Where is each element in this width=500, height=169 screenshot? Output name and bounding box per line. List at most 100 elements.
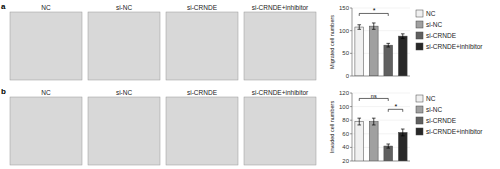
significance: ns: [359, 93, 388, 101]
tick-label: 20: [342, 158, 349, 164]
legend-swatch: [416, 43, 423, 50]
error-cap: [401, 33, 405, 34]
image-title: NC: [41, 89, 51, 96]
tick-label: 50: [342, 50, 349, 56]
image-title: NC: [41, 4, 51, 11]
error-cap: [357, 118, 361, 119]
error-cap: [401, 129, 405, 130]
error-stem: [388, 144, 389, 148]
error-cap: [372, 22, 376, 23]
error-bar: [401, 129, 405, 136]
tick-label: 60: [342, 131, 349, 137]
legend-swatch: [416, 21, 423, 28]
x-axis-line: [352, 76, 410, 77]
bar: [369, 122, 378, 161]
legend-swatch: [416, 106, 423, 113]
error-bar: [357, 25, 361, 30]
image-title: si-CRNDE+inhibitor: [252, 4, 309, 11]
bar: [384, 146, 393, 161]
panel-letter: b: [1, 87, 6, 96]
bar: [355, 27, 364, 76]
significance: *: [359, 7, 388, 16]
legend-swatch: [416, 10, 423, 17]
error-stem: [402, 129, 403, 136]
y-axis-label: Migrated cell numbers: [329, 15, 335, 69]
grid-line: [352, 93, 410, 94]
image-title: si-CRNDE: [187, 4, 218, 11]
image-panel: si-CRNDE: [166, 4, 238, 81]
grid-line: [352, 120, 410, 121]
error-stem: [373, 118, 374, 125]
tick-label: 80: [342, 117, 349, 123]
error-cap: [357, 29, 361, 30]
legend-swatch: [416, 95, 423, 102]
image-panel: si-CRNDE+inhibitor: [244, 89, 316, 166]
image-placeholder: [10, 97, 82, 165]
image-placeholder: [166, 97, 238, 165]
image-panel: NC a: [1, 2, 82, 80]
image-panel: si-CRNDE+inhibitor: [244, 4, 316, 81]
y-axis-line: [352, 93, 353, 161]
tick-label: 150: [339, 5, 350, 11]
error-stem: [373, 23, 374, 29]
image-placeholder: [244, 12, 316, 80]
legend-label: NC: [426, 95, 436, 102]
tick-label: 100: [339, 28, 350, 34]
error-stem: [359, 118, 360, 125]
error-stem: [359, 25, 360, 30]
error-stem: [388, 43, 389, 47]
tick-label: 100: [339, 104, 350, 110]
image-placeholder: [244, 97, 316, 165]
bar-chart: 050100150Migrated cell numbers*: [329, 5, 410, 79]
image-title: si-NC: [116, 4, 133, 11]
image-panel: si-NC: [88, 4, 160, 81]
grid-line: [352, 106, 410, 107]
marks: [355, 118, 407, 161]
error-bar: [372, 23, 376, 29]
error-bar: [386, 43, 390, 47]
error-cap: [401, 135, 405, 136]
marks: [355, 23, 407, 76]
panel-letter: a: [1, 2, 6, 11]
legend: NC si-NC si-CRNDE si-CRNDE+inhibitor: [416, 10, 483, 50]
image-placeholder: [88, 97, 160, 165]
significance-label: *: [372, 7, 375, 14]
error-bar: [357, 118, 361, 125]
tick-label: 40: [342, 144, 349, 150]
bar: [398, 132, 407, 161]
grid-line: [352, 8, 410, 9]
error-bar: [386, 144, 390, 148]
image-panel: NC b: [1, 87, 82, 165]
error-cap: [372, 29, 376, 30]
image-title: si-CRNDE+inhibitor: [252, 89, 309, 96]
legend-label: si-NC: [426, 106, 443, 113]
significance-bracket: [388, 109, 403, 112]
error-bar: [372, 118, 376, 125]
image-title: si-CRNDE: [187, 89, 218, 96]
significance-bracket: [359, 98, 388, 101]
significance: *: [388, 103, 403, 112]
legend-swatch: [416, 128, 423, 135]
image-title: si-NC: [116, 89, 133, 96]
significance-bracket: [359, 13, 388, 16]
legend: NCsi-NCsi-CRNDEsi-CRNDE+inhibitor: [416, 95, 483, 135]
legend-label: si-NC: [426, 21, 443, 28]
legend-label: NC: [426, 10, 436, 17]
significance-label: *: [394, 103, 397, 110]
legend-label: si-CRNDE+inhibitor: [426, 128, 483, 135]
legend-label: si-CRNDE+inhibitor: [426, 43, 483, 50]
legend-label: si-CRNDE: [426, 32, 457, 39]
y-axis-label: Invaded cell numbers: [329, 101, 335, 154]
legend-swatch: [416, 117, 423, 124]
image-placeholder: [166, 12, 238, 80]
error-cap: [372, 118, 376, 119]
image-panel: si-NC: [88, 89, 160, 166]
error-cap: [372, 124, 376, 125]
x-axis-line: [352, 161, 410, 162]
bar: [398, 36, 407, 76]
significance-label: ns: [371, 93, 377, 99]
error-cap: [386, 43, 390, 44]
error-cap: [401, 38, 405, 39]
figure: NCasi-NCsi-CRNDEsi-CRNDE+inhibitor050100…: [0, 0, 500, 169]
error-cap: [386, 148, 390, 149]
